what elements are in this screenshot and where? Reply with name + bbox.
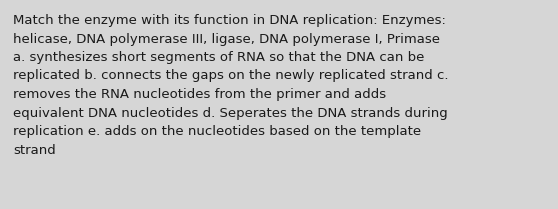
Text: Match the enzyme with its function in DNA replication: Enzymes:
helicase, DNA po: Match the enzyme with its function in DN… — [13, 14, 449, 157]
